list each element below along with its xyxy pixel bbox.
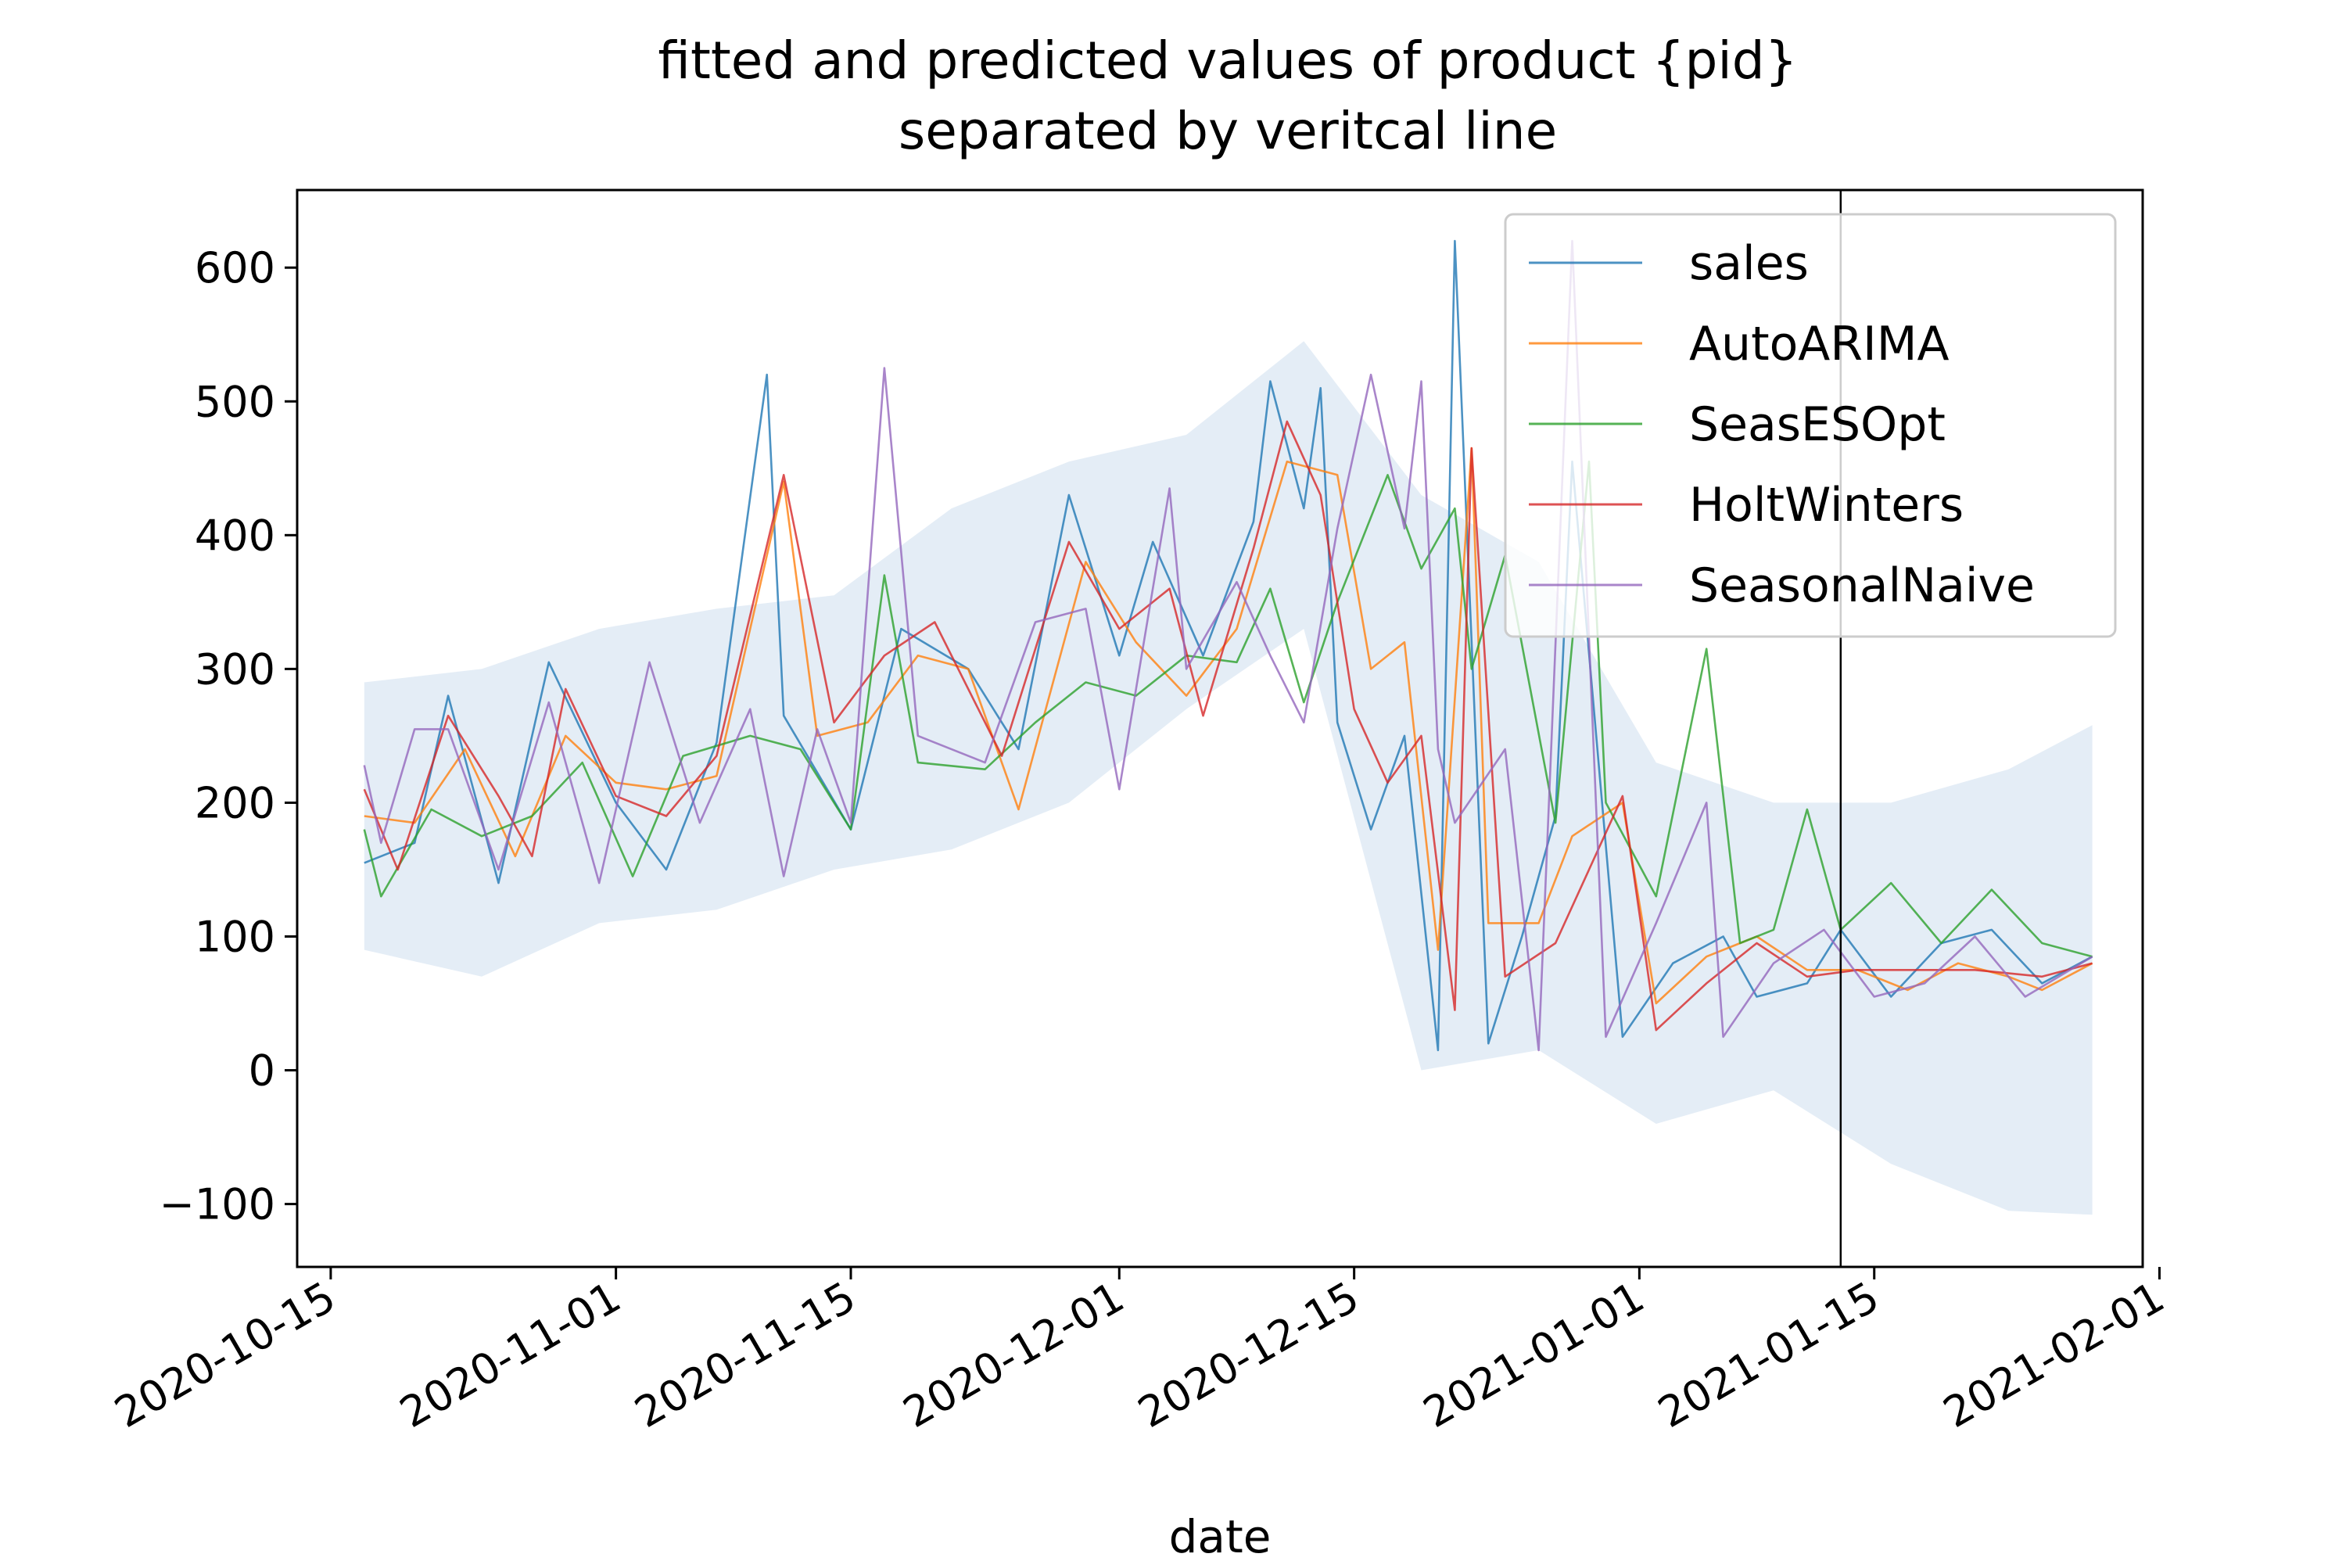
- legend-label-holtwinters: HoltWinters: [1689, 478, 1964, 533]
- series-line-sales: [364, 239, 2093, 1052]
- legend-label-autoarima: AutoARIMA: [1689, 317, 1950, 371]
- x-tick-label: 2021-02-01: [1935, 1272, 2172, 1437]
- x-tick-label: 2020-12-15: [1130, 1272, 1367, 1437]
- x-tick-label: 2021-01-01: [1415, 1272, 1652, 1437]
- y-tick-label: 100: [195, 912, 275, 961]
- series-line-seasonalnaive: [363, 239, 2093, 1052]
- x-axis-label: date: [1169, 1510, 1272, 1563]
- x-tick-label: 2020-12-01: [895, 1272, 1132, 1437]
- x-tick-label: 2021-01-15: [1650, 1272, 1887, 1437]
- legend: sales AutoARIMA SeasESOpt HoltWinters Season…: [1504, 213, 2117, 638]
- x-tick-label: 2020-11-01: [392, 1272, 629, 1437]
- y-tick-label: −100: [160, 1180, 275, 1229]
- series-line-seasesopt: [363, 460, 2093, 958]
- legend-label-seasonalnaive: SeasonalNaive: [1689, 558, 2035, 613]
- legend-label-sales: sales: [1689, 236, 1809, 291]
- prediction-interval-band: [364, 341, 2093, 1215]
- series-line-autoarima: [364, 447, 2093, 1005]
- prediction-interval-layer: [364, 341, 2093, 1215]
- x-tick-label: 2020-11-15: [626, 1272, 863, 1437]
- legend-label-seasesopt: SeasESOpt: [1689, 397, 1946, 452]
- series-layer: [363, 239, 2093, 1052]
- chart-subtitle: separated by veritcal line: [899, 101, 1557, 161]
- chart-title: fitted and predicted values of product {…: [658, 30, 1797, 91]
- y-tick-label: 400: [195, 511, 275, 560]
- y-tick-label: 0: [249, 1046, 275, 1096]
- y-tick-label: 200: [195, 778, 275, 827]
- y-tick-label: 500: [195, 377, 275, 426]
- y-tick-label: 600: [195, 243, 275, 292]
- series-line-holtwinters: [363, 420, 2093, 1032]
- x-tick-label: 2020-10-15: [106, 1272, 343, 1437]
- plot-frame: [296, 188, 2144, 1268]
- y-tick-label: 300: [195, 644, 275, 694]
- y-axis: −100 0 100 200 300 400 500 600: [160, 243, 297, 1229]
- legend-box: [1504, 213, 2117, 638]
